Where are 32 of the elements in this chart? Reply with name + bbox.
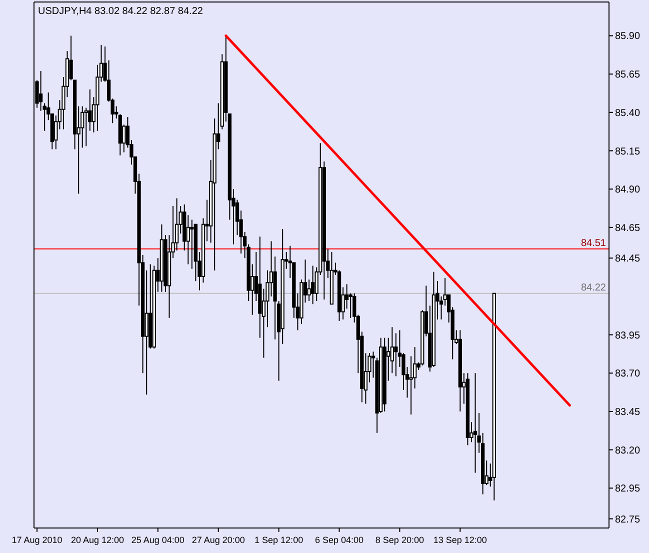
x-tick-label: 17 Aug 2010 — [12, 535, 62, 545]
y-tick-label: 83.95 — [615, 330, 640, 342]
x-tick-label: 25 Aug 04:00 — [131, 535, 184, 545]
chart-title: USDJPY,H4 83.02 84.22 82.87 84.22 — [38, 6, 204, 17]
x-tick-label: 27 Aug 20:00 — [192, 535, 245, 545]
x-tick-label: 8 Sep 20:00 — [375, 535, 424, 545]
candlestick — [473, 372, 478, 474]
y-tick-label: 83.20 — [615, 445, 640, 456]
y-tick-label: 84.90 — [615, 184, 640, 196]
candlestick — [348, 292, 352, 318]
candlestick — [310, 265, 315, 305]
candlestick — [84, 107, 88, 147]
y-tick-label: 85.40 — [615, 108, 640, 119]
y-tick-label: 83.70 — [615, 368, 640, 380]
candlestick — [190, 219, 194, 270]
candlestick — [38, 70, 43, 112]
x-tick-label: 1 Sep 12:00 — [254, 535, 304, 545]
candlestick — [186, 214, 190, 265]
y-tick-label: 84.45 — [615, 254, 640, 265]
y-tick-label: 85.65 — [615, 70, 640, 81]
y-tick-label: 85.90 — [615, 31, 640, 42]
y-tick-label: 83.45 — [615, 406, 640, 418]
ref-line-label: 84.22 — [580, 282, 606, 294]
y-tick-label: 85.15 — [615, 146, 640, 158]
x-tick-label: 6 Sep 04:00 — [314, 535, 364, 545]
x-tick-label: 20 Aug 12:00 — [70, 535, 124, 545]
x-tick-label: 13 Sep 12:00 — [433, 535, 487, 545]
y-tick-label: 84.65 — [615, 222, 640, 234]
y-tick-label: 82.95 — [615, 484, 640, 495]
y-tick-label: 82.75 — [615, 514, 640, 526]
ref-line-label: 84.51 — [580, 238, 606, 249]
candlestick — [394, 332, 398, 377]
